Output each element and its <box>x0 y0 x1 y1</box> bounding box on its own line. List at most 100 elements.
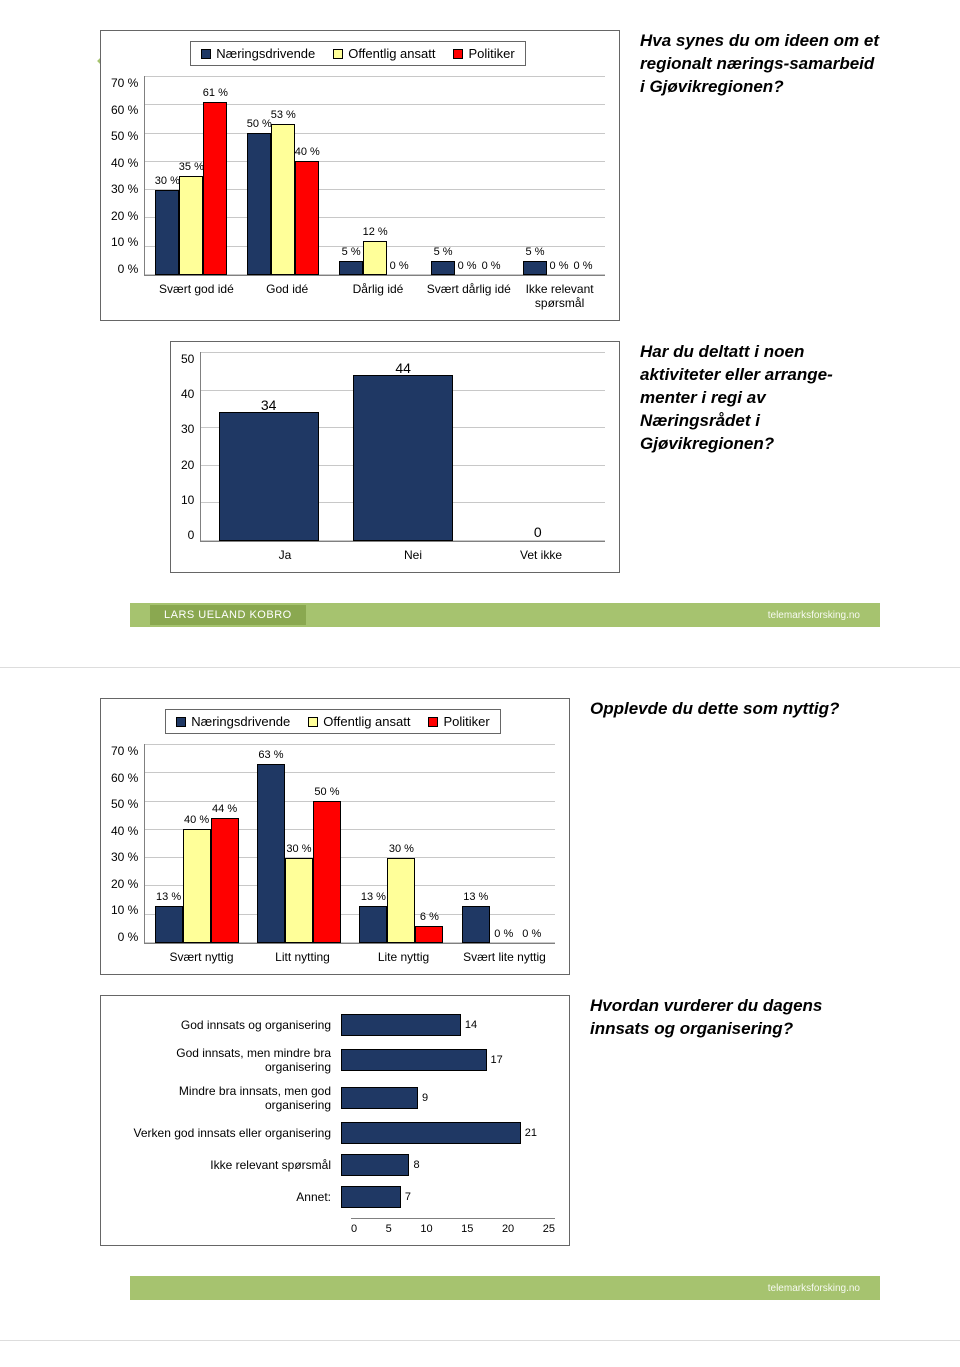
bar: 30 % <box>285 858 313 943</box>
bar-group: 50 %53 %40 % <box>237 76 329 275</box>
legend3-label-c: Politiker <box>443 714 489 729</box>
bar-value-label: 30 % <box>286 843 311 855</box>
x-tick-label: 15 <box>461 1223 473 1235</box>
bar-value-label: 0 % <box>482 260 501 272</box>
bar-value-label: 44 % <box>212 803 237 815</box>
legend-swatch-b <box>333 49 343 59</box>
bar: 35 % <box>179 176 203 276</box>
bar-value-label: 0 % <box>458 260 477 272</box>
bar-value-label: 5 % <box>526 246 545 258</box>
bar: 30 % <box>155 190 179 275</box>
hbar-row: Verken god innsats eller organisering21 <box>111 1122 555 1144</box>
hbar-label: Mindre bra innsats, men god organisering <box>111 1084 341 1112</box>
chart3-yaxis: 70 %60 %50 %40 %30 %20 %10 %0 % <box>111 744 144 944</box>
bar: 0 % <box>547 274 571 275</box>
chart1-plot: 70 %60 %50 %40 %30 %20 %10 %0 % 30 %35 %… <box>111 76 605 276</box>
bar-group: 63 %30 %50 % <box>248 744 350 943</box>
bar: 0 % <box>571 274 595 275</box>
hbar-label: Annet: <box>111 1190 341 1204</box>
bar: 40 % <box>183 829 211 943</box>
chart2-yaxis: 50403020100 <box>181 352 200 542</box>
x-tick-label: 0 <box>351 1223 357 1235</box>
slide-1: Næringsdrivende Offentlig ansatt Politik… <box>0 0 960 668</box>
bar: 5 % <box>431 261 455 275</box>
bar: 44 % <box>211 818 239 943</box>
chart2-plot: 50403020100 34 44 0 <box>181 352 605 542</box>
chart1-legend: Næringsdrivende Offentlig ansatt Politik… <box>190 41 525 66</box>
chart3-row: Næringsdrivende Offentlig ansatt Politik… <box>100 698 920 975</box>
x-category-label: Nei <box>349 542 477 562</box>
x-category-label: Svært dårlig idé <box>423 276 514 310</box>
bar-value-label: 30 % <box>389 843 414 855</box>
x-category-label: Vet ikke <box>477 542 605 562</box>
chart2-row: 50403020100 34440 JaNeiVet ikke Har du d… <box>170 341 920 573</box>
bar: 0 % <box>479 274 503 275</box>
bar-value-label: 6 % <box>420 911 439 923</box>
x-category-label: Lite nyttig <box>353 944 454 964</box>
x-category-label: Ikke relevant spørsmål <box>514 276 605 310</box>
chart4-question: Hvordan vurderer du dagens innsats og or… <box>590 995 870 1041</box>
x-tick-label: 25 <box>543 1223 555 1235</box>
x-tick-label: 10 <box>420 1223 432 1235</box>
bar: 13 % <box>462 906 490 943</box>
bar-value-label: 13 % <box>463 891 488 903</box>
bar: 53 % <box>271 124 295 275</box>
bar-group: 13 %30 %6 % <box>350 744 452 943</box>
x-category-label: Ja <box>221 542 349 562</box>
x-category-label: Dårlig idé <box>333 276 424 310</box>
chart1-panel: Næringsdrivende Offentlig ansatt Politik… <box>100 30 620 321</box>
bar: 6 % <box>415 926 443 943</box>
hbar-value-label: 14 <box>465 1019 477 1031</box>
legend-label-a: Næringsdrivende <box>216 46 315 61</box>
hbar-value-label: 8 <box>413 1159 419 1171</box>
footer-url-2: telemarksforsking.no <box>768 1283 860 1294</box>
chart4-xaxis: 0 5 10 15 20 25 <box>351 1218 555 1235</box>
x-tick-label: 20 <box>502 1223 514 1235</box>
bar-group: 0 <box>470 352 605 541</box>
legend-label-c: Politiker <box>468 46 514 61</box>
bar: 13 % <box>155 906 183 943</box>
chart3-question: Opplevde du dette som nyttig? <box>590 698 870 721</box>
bar-value-label: 40 % <box>184 814 209 826</box>
bar-value-label: 13 % <box>156 891 181 903</box>
legend3-label-a: Næringsdrivende <box>191 714 290 729</box>
legend-label-b: Offentlig ansatt <box>348 46 435 61</box>
hbar-label: God innsats, men mindre bra organisering <box>111 1046 341 1074</box>
slide-2: Næringsdrivende Offentlig ansatt Politik… <box>0 668 960 1341</box>
bar-group: 5 %0 %0 % <box>421 76 513 275</box>
hbar-bar <box>341 1087 418 1109</box>
hbar-row: God innsats og organisering 14 <box>111 1014 555 1036</box>
chart2-panel: 50403020100 34 44 0 JaNeiVet ikke <box>170 341 620 573</box>
footer-bar: LARS UELAND KOBRO telemarksforsking.no <box>130 603 880 627</box>
x-tick-label: 5 <box>386 1223 392 1235</box>
bar-value-label: 50 % <box>247 118 272 130</box>
footer-bar-2: telemarksforsking.no <box>130 1276 880 1300</box>
hbar-label: God innsats og organisering <box>111 1018 341 1032</box>
bar-group: 30 %35 %61 % <box>145 76 237 275</box>
bar: 0 % <box>518 942 546 943</box>
hbar-label: Verken god innsats eller organisering <box>111 1126 341 1140</box>
bar-value-label: 50 % <box>314 786 339 798</box>
bar-value-label: 0 % <box>494 928 513 940</box>
hbar-row: God innsats, men mindre bra organisering… <box>111 1046 555 1074</box>
bar-value-label: 13 % <box>361 891 386 903</box>
footer-name: LARS UELAND KOBRO <box>150 605 306 625</box>
hbar-row: Ikke relevant spørsmål8 <box>111 1154 555 1176</box>
bar-value-label: 0 <box>534 524 542 540</box>
bar: 13 % <box>359 906 387 943</box>
bar: 12 % <box>363 241 387 275</box>
chart3-plot: 70 %60 %50 %40 %30 %20 %10 %0 % 13 %40 %… <box>111 744 555 944</box>
bar: 44 <box>353 375 453 541</box>
chart2-xlabels: JaNeiVet ikke <box>221 542 605 562</box>
bar: 34 <box>219 412 319 541</box>
hbar-bar <box>341 1014 461 1036</box>
bar-value-label: 0 % <box>522 928 541 940</box>
bar: 30 % <box>387 858 415 943</box>
chart3-xlabels: Svært nyttigLitt nyttingLite nyttigSvært… <box>151 944 555 964</box>
bar: 5 % <box>339 261 363 275</box>
bar-value-label: 0 % <box>390 260 409 272</box>
hbar-row: Mindre bra innsats, men god organisering… <box>111 1084 555 1112</box>
chart3-panel: Næringsdrivende Offentlig ansatt Politik… <box>100 698 570 975</box>
bar-value-label: 44 <box>395 360 411 376</box>
bar-value-label: 35 % <box>179 161 204 173</box>
